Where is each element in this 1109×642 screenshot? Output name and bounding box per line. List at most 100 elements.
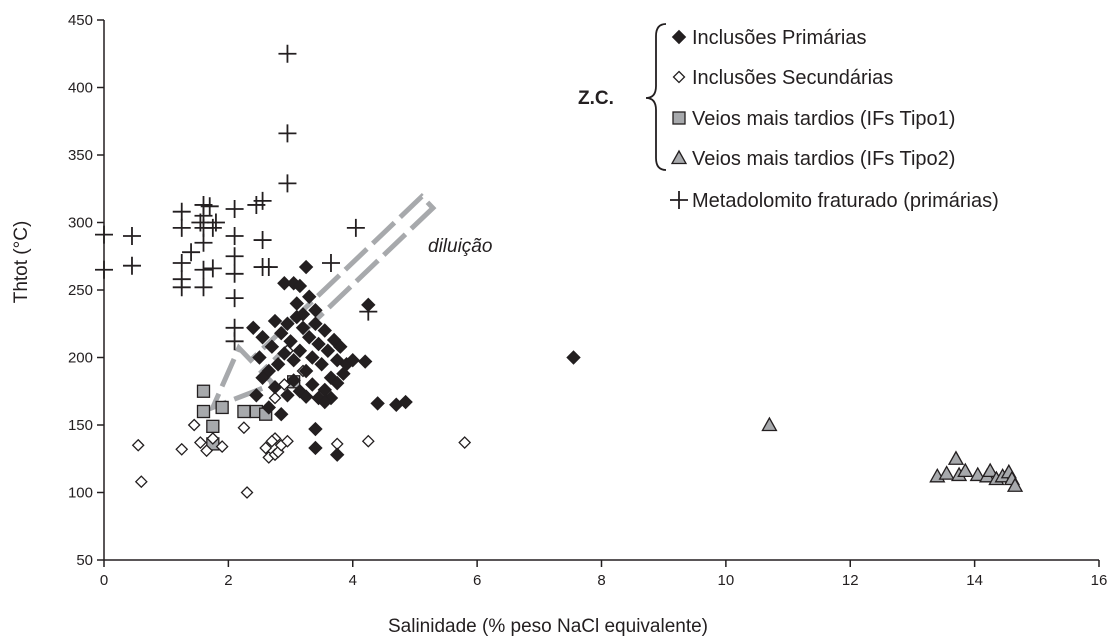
data-point [458,436,472,449]
data-point [182,243,201,262]
legend-label: Veios mais tardios (IFs Tipo2) [692,148,955,170]
legend-marker [671,29,687,45]
data-point [225,227,244,245]
data-point [259,441,273,455]
data-point [302,289,317,304]
data-point [298,259,314,275]
data-point [305,377,320,392]
data-point [264,339,280,354]
data-point [308,421,323,437]
x-tick-label: 4 [349,572,357,589]
x-tick-label: 10 [718,572,735,589]
data-point [361,434,375,448]
data-point [215,440,229,454]
data-point [317,394,332,410]
axes: 50 100 150 200 250 300 350 400 450 0 2 4 6 8 10 12 14 16 [68,12,1107,589]
x-tick-label: 6 [473,572,481,589]
data-point [249,388,264,403]
data-point [225,200,244,218]
data-point [289,296,304,311]
data-points [95,44,1024,499]
data-point [281,434,294,448]
data-point [308,303,323,318]
data-point [196,384,211,398]
data-point [270,357,286,372]
data-point [265,434,279,448]
x-tick-label: 12 [842,572,859,589]
data-point [329,375,345,391]
y-tick-label: 100 [68,485,93,502]
data-point [314,357,329,372]
data-point [172,202,191,221]
data-point [225,247,244,266]
data-point [274,406,289,422]
y-tick-label: 200 [68,350,93,367]
data-point [225,289,244,308]
data-point [246,320,261,336]
legend-marker [670,191,688,209]
x-tick-label: 14 [966,572,983,589]
data-point [346,218,365,237]
data-point [298,363,314,379]
data-point [295,307,311,322]
data-point [398,394,413,410]
data-point [255,370,270,385]
data-point [308,440,323,456]
data-point [172,254,191,272]
data-point [295,320,311,336]
data-point [203,218,222,237]
data-point [237,421,251,435]
data-point [255,330,270,345]
data-point [280,388,295,403]
data-point [1006,477,1024,492]
data-point [240,486,254,499]
data-point [566,350,581,365]
data-point [122,256,141,275]
x-tick-label: 8 [597,572,605,589]
data-point [267,379,283,395]
y-tick-label: 300 [68,215,93,232]
legend-label: Inclusões Primárias [692,27,867,49]
data-point [370,396,385,411]
data-point [194,233,213,252]
data-point [321,254,340,272]
legend-label: Metadolomito fraturado (primárias) [692,190,999,212]
data-point [317,323,332,338]
legend-label: Veios mais tardios (IFs Tipo1) [692,108,955,130]
data-point [308,316,323,331]
data-point [172,278,191,297]
data-point [761,416,778,432]
data-point [175,442,189,456]
series-5 [95,44,378,351]
data-point [122,227,141,245]
dilution-annotation: diluição [428,236,492,257]
data-point [982,462,999,478]
data-point [196,404,211,419]
data-point [206,213,225,232]
data-point [259,258,278,277]
data-point [261,400,277,415]
data-point [194,260,213,279]
data-point [206,419,220,434]
data-point [274,325,289,341]
data-point [947,450,965,465]
data-point [206,432,220,445]
data-point [134,475,148,489]
data-point [95,225,113,244]
data-point [225,332,244,351]
data-point [298,389,314,404]
x-tick-label: 16 [1091,572,1108,589]
y-tick-label: 150 [68,417,93,434]
y-tick-label: 450 [68,12,93,29]
dilution-arrow [208,192,437,413]
data-point [95,260,113,279]
zc-brace [645,23,667,171]
data-point [292,278,308,294]
annotation-layer [208,192,437,413]
y-tick-label: 250 [68,282,93,299]
legend-marker [670,149,688,165]
series-2 [131,344,472,499]
data-point [329,447,345,462]
legend: Inclusões Primárias Inclusões Secundárias… [645,23,999,212]
